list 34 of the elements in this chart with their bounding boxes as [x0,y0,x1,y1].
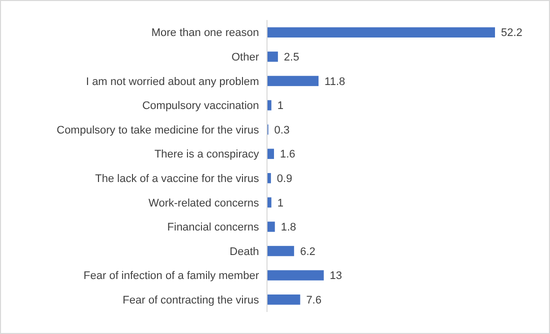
bar [267,100,272,110]
bar [267,27,495,38]
data-label: 1 [277,197,284,210]
bar [267,246,294,256]
bar [267,148,274,159]
y-tick-label: Death [230,246,259,258]
data-label: 11.8 [324,76,346,88]
y-tick-label: Other [231,52,260,64]
bar [267,222,275,232]
y-tick-label: Fear of contracting the virus [122,294,260,306]
data-label: 1 [277,100,284,112]
data-label: 52.2 [501,27,522,40]
data-label: 1.8 [280,222,296,234]
data-label: 7.6 [306,294,322,306]
data-label: 6.2 [300,246,316,258]
bar [267,270,324,280]
y-tick-label: There is a conspiracy [154,148,260,161]
data-label: 1.6 [280,148,296,161]
bar [267,52,278,62]
y-tick-label: Financial concerns [167,222,260,234]
y-tick-label: The lack of a vaccine for the virus [95,172,260,185]
data-label: 0.9 [276,172,292,185]
y-tick-label: Compulsory vaccination [142,100,259,112]
data-label: 2.5 [284,52,300,64]
data-label: 0.3 [274,124,290,136]
bar [267,76,319,86]
y-tick-label: Fear of infection of a family member [84,270,260,282]
bar [267,197,272,208]
y-tick-label: I am not worried about any problem [86,76,259,88]
bar [267,294,300,305]
y-tick-label: More than one reason [151,27,259,40]
data-label: 13 [330,270,342,282]
y-tick-label: Work-related concerns [148,197,260,210]
y-tick-label: Compulsory to take medicine for the virus [56,124,260,136]
